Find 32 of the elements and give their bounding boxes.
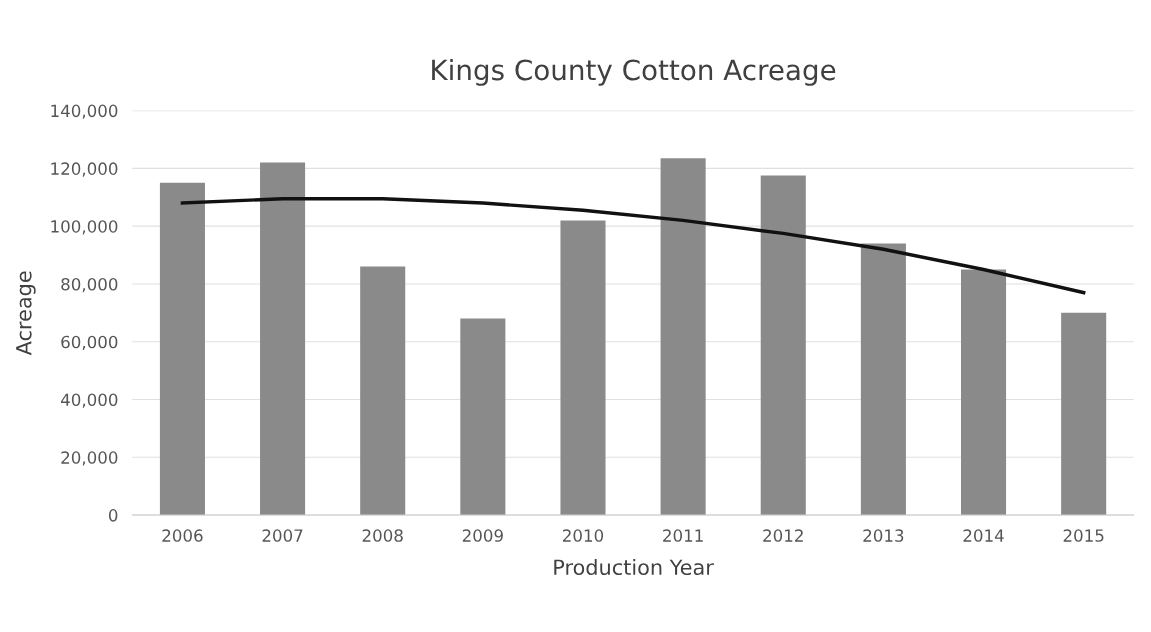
x-tick-label: 2012 (763, 529, 803, 542)
bar (1061, 312, 1107, 516)
x-tick-label: 2014 (963, 529, 1004, 542)
bar (560, 220, 606, 516)
bar (860, 243, 906, 516)
y-tick-label: 80,000 (61, 277, 118, 293)
y-tick-label: 20,000 (61, 451, 118, 466)
bar (360, 266, 406, 516)
bar (961, 269, 1007, 516)
line-series (180, 196, 1086, 295)
x-axis-title: Production Year (554, 558, 714, 576)
x-tick-label: 2006 (162, 529, 203, 542)
chart-title: Kings County Cotton Acreage (432, 58, 836, 86)
y-tick-label: 140,000 (51, 104, 118, 119)
x-tick-label: 2008 (362, 529, 403, 542)
x-tick-label: 2013 (863, 529, 904, 542)
bar (460, 318, 506, 516)
y-tick-label: 0 (108, 509, 118, 522)
x-tick-label: 2011 (663, 529, 703, 542)
x-tick-label: 2010 (562, 529, 604, 542)
x-tick-label: 2009 (462, 529, 503, 542)
bar (159, 182, 205, 516)
y-tick-label: 100,000 (51, 220, 118, 235)
y-axis-title: Acreage (16, 271, 36, 356)
bar (660, 158, 706, 516)
y-tick-label: 60,000 (61, 335, 118, 350)
bar (760, 175, 806, 516)
x-tick-label: 2007 (262, 529, 303, 542)
x-tick-label: 2015 (1063, 529, 1104, 542)
y-tick-label: 40,000 (60, 393, 118, 408)
bar (260, 162, 306, 516)
y-tick-label: 120,000 (51, 162, 118, 177)
